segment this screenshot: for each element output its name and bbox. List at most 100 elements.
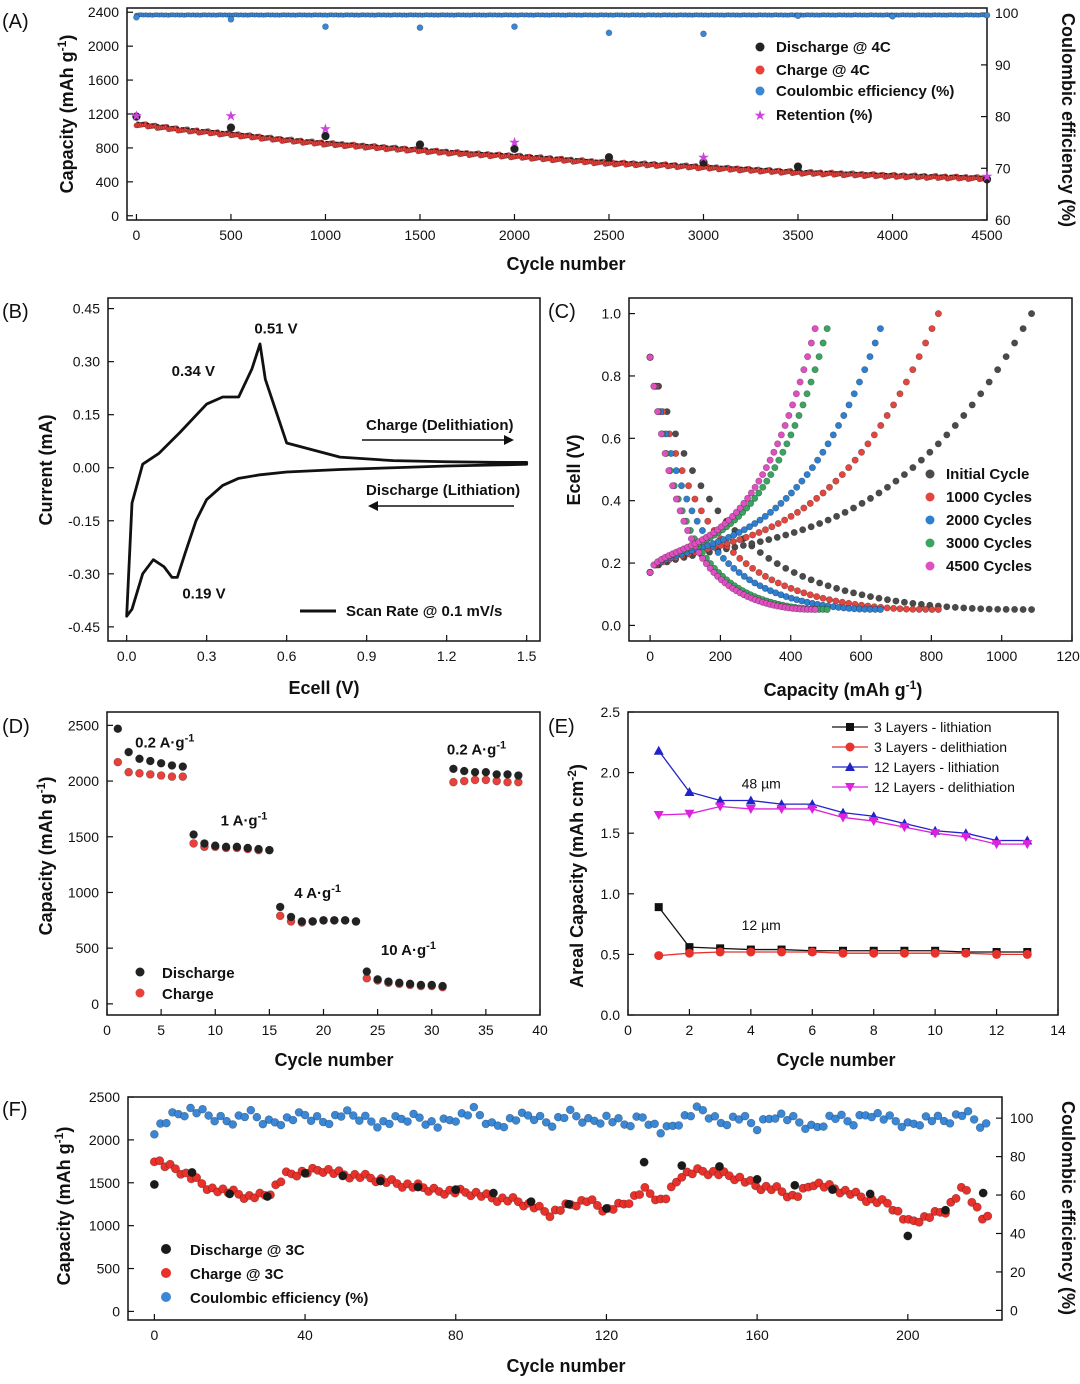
charge-point [915, 353, 923, 361]
y2-tick-label: 90 [995, 57, 1011, 73]
panel-d-label: (D) [2, 716, 30, 738]
ce-point [565, 1105, 575, 1115]
charge-point [1002, 353, 1010, 361]
panel-d-marks: 0.2 A·g-1 1 A·g-1 4 A·g-1 10 A·g-1 0.2 A·g-1 [113, 724, 523, 992]
discharge-marker [321, 131, 330, 141]
ce-marker [227, 16, 235, 23]
discharge-point [875, 594, 883, 602]
charge-point [800, 504, 808, 512]
charge-point [893, 1206, 903, 1216]
charge-point [751, 494, 759, 502]
panel-e-marks: 48 µm 12 µm [653, 745, 1033, 961]
x-tick-label: 10 [927, 1022, 943, 1038]
charge-point [759, 471, 767, 479]
charge-point [540, 1206, 550, 1216]
ce-point [204, 1111, 213, 1120]
rate-point [394, 978, 404, 987]
legend-marker-2000-cycles [925, 515, 935, 525]
panel-d-xlabel: Cycle number [274, 1050, 393, 1070]
charge-point [962, 1185, 972, 1195]
panel-a-ylabel: Capacity (mAh g-1) [55, 35, 77, 194]
legend-marker-3000-cycles [925, 538, 935, 548]
ce-point [373, 1123, 382, 1132]
ce-point [650, 1119, 659, 1129]
panel-d-ylabel: Capacity (mAh g-1) [34, 777, 56, 936]
ce-point [547, 1122, 557, 1131]
legend-marker-charge [135, 988, 145, 998]
ce-point [529, 1115, 539, 1125]
ce-point [885, 1111, 895, 1120]
charge-point [840, 411, 848, 419]
ce-marker [889, 12, 896, 20]
panel-a-ticks: 0 500 1000 1500 2000 2500 3000 3500 4000 4500 0 400… [88, 4, 1019, 243]
discharge-point [683, 495, 691, 503]
charge-point [735, 1172, 745, 1182]
ce-point [776, 1109, 786, 1118]
y-tick-label: 0.5 [601, 946, 621, 962]
panel-c-marks [646, 310, 1036, 614]
charge-point [545, 1212, 555, 1222]
discharge-point [883, 596, 891, 604]
charge-point [677, 1172, 687, 1182]
x-tick-label: 12 [989, 1022, 1005, 1038]
charge-point [813, 494, 821, 502]
discharge-point [832, 597, 840, 605]
charge-point [855, 378, 863, 386]
legend-4500-cycles: 4500 Cycles [946, 558, 1032, 575]
charge-point [807, 378, 815, 386]
discharge-point [695, 549, 703, 557]
discharge-point [928, 605, 936, 613]
charge-point [900, 471, 908, 479]
panel-d-legend: Discharge Charge [135, 965, 235, 1003]
discharge-point [697, 507, 705, 515]
rate-point [459, 776, 469, 786]
ce-point [276, 1120, 286, 1130]
panel-a-label: (A) [2, 11, 29, 33]
x-tick-label: 10 [207, 1022, 223, 1038]
charge-point [761, 526, 769, 534]
charge-point [736, 536, 744, 544]
rate-point [427, 980, 437, 990]
ce-point [614, 1113, 623, 1123]
x-tick-label: 2500 [593, 227, 624, 243]
charge-point [635, 1190, 645, 1200]
discharge-marker [510, 144, 519, 154]
charge-point [751, 520, 759, 528]
rate-point [514, 771, 523, 780]
charge-point [917, 456, 925, 464]
charge-point [777, 1187, 787, 1197]
panel-a-y2label: Coulombic efficiency (%) [1058, 13, 1078, 227]
rate-point [156, 758, 166, 768]
charge-point [782, 531, 790, 539]
circle-marker [807, 947, 817, 957]
charge-point [972, 1202, 982, 1212]
charge-point [804, 353, 812, 361]
charge-point [640, 1182, 650, 1192]
discharge-point [697, 482, 705, 490]
discharge-point [680, 517, 688, 525]
discharge-point [755, 569, 763, 577]
charge-point [783, 440, 791, 448]
charge-point [943, 431, 951, 439]
discharge-point [725, 560, 733, 568]
discharge-point [639, 1157, 649, 1167]
panel-b-arrows: Charge (Delithiation) Discharge (Lithiat… [362, 417, 520, 511]
charge-point [867, 494, 875, 502]
panel-f-ylabel: Capacity (mAh g-1) [52, 1127, 74, 1286]
discharge-point [790, 1180, 800, 1190]
circle-marker [899, 948, 909, 958]
discharge-point [714, 1161, 724, 1171]
triangle-down-marker [991, 840, 1002, 850]
discharge-point [994, 605, 1002, 613]
charge-point [832, 477, 840, 485]
discharge-point [876, 605, 884, 613]
y-tick-label: 0.0 [601, 1007, 621, 1023]
discharge-point [650, 382, 658, 390]
charge-point [798, 477, 806, 485]
y-tick-label: 0.8 [602, 368, 622, 384]
rate-point [221, 842, 231, 852]
ce-point [348, 1111, 358, 1120]
charge-point [819, 339, 827, 347]
panel-e: (E) 0 2 4 6 8 10 12 14 0.0 0.5 1.0 1.5 2.0 2.5 48 µm 1… [548, 704, 1066, 1070]
charge-point [870, 431, 878, 439]
